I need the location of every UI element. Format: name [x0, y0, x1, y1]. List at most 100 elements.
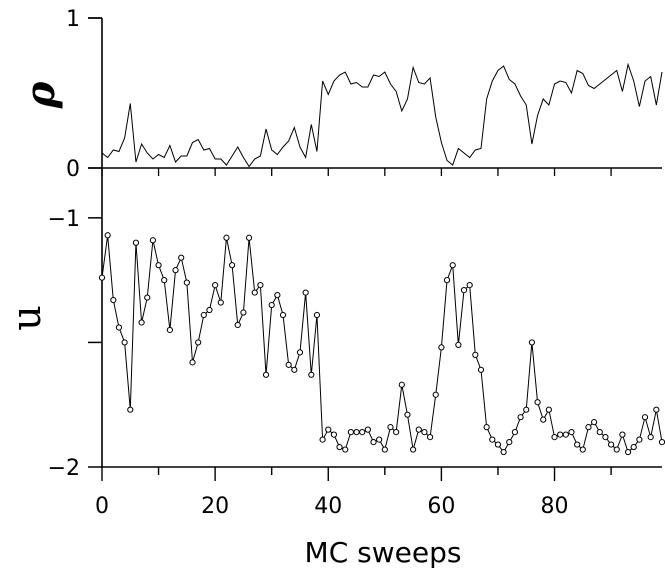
data-point — [477, 366, 485, 373]
data-point — [619, 431, 626, 438]
data-point — [376, 436, 383, 443]
data-point — [245, 234, 253, 241]
data-point — [551, 434, 558, 441]
data-point — [268, 301, 275, 309]
y-tick-label: −1 — [48, 207, 80, 232]
data-point — [653, 406, 660, 413]
data-point — [302, 289, 309, 296]
data-point — [393, 429, 400, 436]
data-point — [161, 277, 168, 284]
data-point — [110, 296, 117, 304]
x-tick-label: 80 — [541, 494, 569, 519]
data-point — [506, 438, 513, 446]
data-point — [591, 419, 598, 426]
data-point — [206, 306, 213, 314]
data-point — [149, 237, 157, 244]
data-point — [574, 441, 581, 448]
data-point — [144, 294, 151, 301]
data-point — [325, 426, 332, 433]
data-point — [443, 277, 451, 284]
data-point — [596, 429, 603, 436]
data-point — [217, 299, 224, 306]
data-point — [285, 361, 292, 368]
data-point — [557, 431, 564, 438]
data-point — [528, 339, 535, 346]
data-point — [426, 434, 434, 441]
data-point — [229, 262, 236, 269]
x-tick-label: 0 — [95, 494, 109, 519]
data-point — [200, 311, 207, 319]
data-point — [121, 339, 128, 346]
data-point — [291, 366, 298, 373]
data-point — [189, 359, 196, 366]
data-point — [449, 262, 456, 269]
data-point — [466, 282, 473, 289]
data-point — [613, 446, 620, 453]
data-point — [359, 429, 366, 436]
data-point — [172, 267, 179, 274]
data-point — [353, 429, 360, 436]
data-point — [127, 406, 134, 413]
data-point — [500, 448, 507, 456]
data-point — [489, 436, 496, 443]
y-tick-label: 1 — [66, 7, 80, 32]
data-point — [234, 321, 241, 329]
data-point — [545, 406, 552, 413]
data-point — [562, 431, 569, 438]
y-tick-label: −2 — [48, 456, 80, 481]
data-point — [296, 349, 304, 356]
data-point — [511, 429, 519, 436]
data-point — [364, 426, 371, 433]
data-point — [279, 311, 287, 319]
series-line — [101, 62, 663, 168]
data-point — [415, 426, 422, 433]
data-point — [257, 282, 264, 289]
data-point — [438, 344, 445, 351]
data-point — [336, 443, 343, 451]
data-point — [455, 341, 462, 349]
data-point — [398, 381, 405, 388]
data-point — [568, 429, 575, 436]
data-point — [132, 239, 140, 246]
data-point — [274, 291, 281, 299]
data-point — [624, 448, 632, 456]
top-panel-rho: 01 — [66, 7, 663, 182]
data-point — [155, 262, 162, 269]
data-point — [404, 411, 411, 418]
data-point — [647, 434, 654, 441]
data-point — [138, 319, 145, 326]
data-point — [472, 351, 479, 358]
xlabel-mc-sweeps: MC sweeps — [305, 536, 462, 569]
data-point — [183, 279, 190, 286]
data-point — [421, 429, 428, 436]
data-point — [658, 438, 665, 446]
x-tick-label: 20 — [201, 494, 229, 519]
y-tick-label: 0 — [66, 157, 80, 182]
data-point — [347, 429, 354, 436]
x-tick-label: 40 — [314, 494, 342, 519]
data-point — [517, 414, 524, 421]
data-point — [534, 399, 541, 406]
data-point — [381, 446, 388, 453]
data-point — [523, 406, 530, 413]
data-point — [636, 436, 643, 443]
data-point — [212, 282, 219, 289]
data-point — [387, 424, 394, 431]
ylabel-u: u — [4, 305, 50, 331]
data-point — [641, 414, 649, 421]
data-point — [410, 446, 417, 453]
data-point — [313, 311, 321, 319]
data-point — [308, 371, 315, 378]
data-point — [370, 438, 377, 446]
data-point — [460, 286, 468, 294]
data-point — [104, 232, 111, 239]
data-point — [98, 274, 106, 281]
data-point — [494, 441, 502, 448]
data-point — [223, 234, 230, 241]
data-point — [166, 326, 173, 334]
data-point — [115, 324, 123, 331]
data-point — [342, 446, 349, 453]
series-line — [101, 235, 663, 453]
data-point — [240, 309, 247, 316]
